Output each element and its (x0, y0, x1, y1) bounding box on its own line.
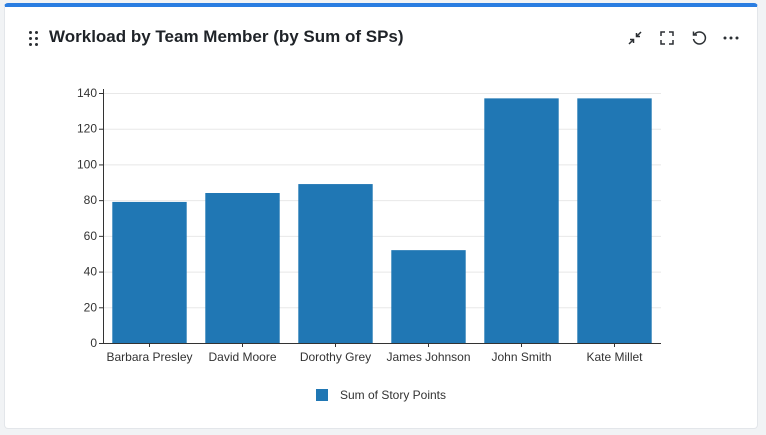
widget-title: Workload by Team Member (by Sum of SPs) (49, 27, 404, 46)
x-tick-label: John Smith (491, 350, 551, 364)
widget-header: Workload by Team Member (by Sum of SPs) (5, 7, 757, 69)
more-icon (723, 36, 739, 40)
y-tick-label: 60 (84, 229, 98, 243)
y-tick-label: 20 (84, 300, 98, 314)
x-tick-label: James Johnson (386, 350, 470, 364)
bar-john-smith[interactable] (484, 98, 559, 343)
legend-label[interactable]: Sum of Story Points (339, 388, 447, 402)
y-tick-label: 0 (90, 336, 97, 350)
y-tick-label: 100 (77, 157, 97, 171)
x-tick-label: Kate Millet (586, 350, 643, 364)
x-tick-label: Dorothy Grey (300, 350, 371, 364)
bar-dorothy-grey[interactable] (298, 184, 373, 343)
refresh-icon (692, 31, 707, 45)
widget-toolbar (623, 26, 743, 50)
collapse-icon (628, 31, 642, 45)
fullscreen-button[interactable] (655, 26, 679, 50)
y-tick-label: 120 (77, 122, 97, 136)
chart-legend: Sum of Story Points (5, 388, 757, 402)
collapse-button[interactable] (623, 26, 647, 50)
y-tick-label: 80 (84, 193, 98, 207)
bar-chart: 0 20 40 60 80 100 120 140 Barbara Presley David M… (77, 86, 661, 364)
bar-kate-millet[interactable] (577, 98, 652, 343)
y-tick-label: 140 (77, 86, 97, 100)
bar-barbara-presley[interactable] (112, 201, 187, 343)
bar-david-moore[interactable] (205, 193, 280, 343)
drag-handle-icon[interactable] (28, 30, 40, 46)
y-tick-label: 40 (84, 265, 98, 279)
x-tick-label: Barbara Presley (106, 350, 192, 364)
refresh-button[interactable] (687, 26, 711, 50)
chart-widget: Workload by Team Member (by Sum of SPs) (4, 3, 758, 429)
more-options-button[interactable] (719, 26, 743, 50)
fullscreen-icon (660, 31, 674, 45)
legend-swatch (315, 389, 328, 401)
x-tick-label: David Moore (208, 350, 276, 364)
bar-james-johnson[interactable] (391, 250, 466, 343)
